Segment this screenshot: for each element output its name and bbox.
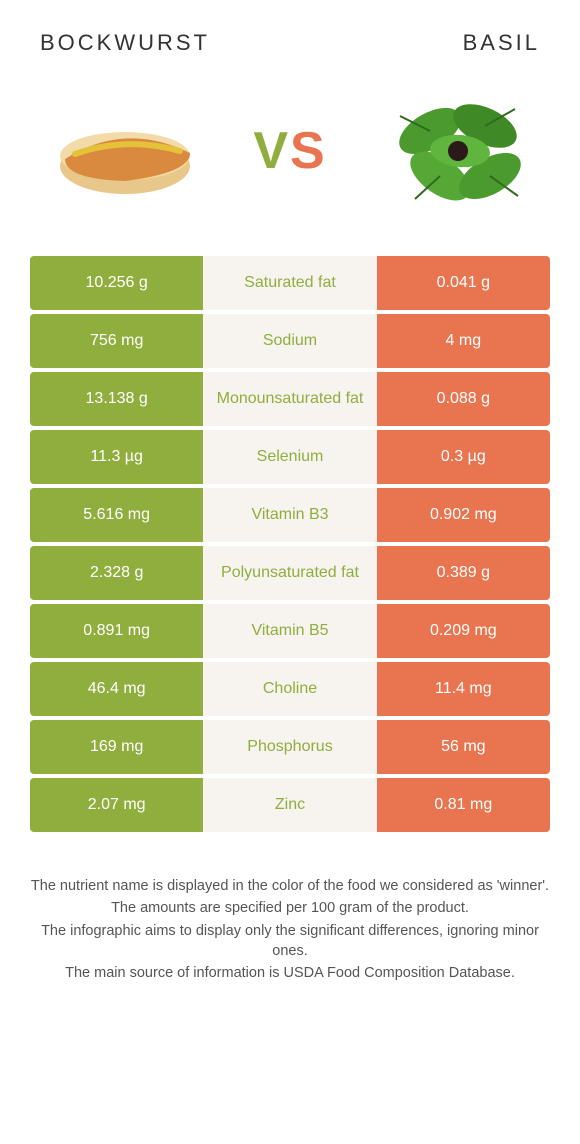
left-value: 169 mg (30, 720, 203, 774)
vs-v: V (253, 122, 290, 180)
nutrient-label: Choline (203, 662, 376, 716)
footer-notes: The nutrient name is displayed in the co… (0, 836, 580, 983)
table-row: 169 mgPhosphorus56 mg (30, 720, 550, 774)
table-row: 13.138 gMonounsaturated fat0.088 g (30, 372, 550, 426)
table-row: 5.616 mgVitamin B30.902 mg (30, 488, 550, 542)
footer-line-4: The main source of information is USDA F… (30, 963, 550, 983)
left-value: 0.891 mg (30, 604, 203, 658)
nutrient-label: Vitamin B3 (203, 488, 376, 542)
comparison-table: 10.256 gSaturated fat0.041 g756 mgSodium… (0, 256, 580, 832)
left-value: 2.07 mg (30, 778, 203, 832)
table-row: 10.256 gSaturated fat0.041 g (30, 256, 550, 310)
right-food-title: BASIL (463, 30, 540, 56)
right-value: 0.81 mg (377, 778, 550, 832)
header: BOCKWURST BASIL (0, 0, 580, 56)
vs-label: VS (253, 121, 326, 181)
right-value: 0.902 mg (377, 488, 550, 542)
bockwurst-image (40, 81, 210, 221)
basil-image (370, 81, 540, 221)
left-value: 11.3 µg (30, 430, 203, 484)
left-value: 756 mg (30, 314, 203, 368)
table-row: 0.891 mgVitamin B50.209 mg (30, 604, 550, 658)
right-value: 56 mg (377, 720, 550, 774)
right-value: 0.3 µg (377, 430, 550, 484)
nutrient-label: Sodium (203, 314, 376, 368)
nutrient-label: Phosphorus (203, 720, 376, 774)
right-value: 4 mg (377, 314, 550, 368)
right-value: 0.041 g (377, 256, 550, 310)
nutrient-label: Selenium (203, 430, 376, 484)
nutrient-label: Vitamin B5 (203, 604, 376, 658)
left-food-title: BOCKWURST (40, 30, 210, 56)
nutrient-label: Monounsaturated fat (203, 372, 376, 426)
nutrient-label: Zinc (203, 778, 376, 832)
left-value: 46.4 mg (30, 662, 203, 716)
left-value: 2.328 g (30, 546, 203, 600)
left-value: 13.138 g (30, 372, 203, 426)
hero-row: VS (0, 56, 580, 256)
nutrient-label: Polyunsaturated fat (203, 546, 376, 600)
right-value: 0.088 g (377, 372, 550, 426)
footer-line-1: The nutrient name is displayed in the co… (30, 876, 550, 896)
right-value: 0.389 g (377, 546, 550, 600)
vs-s: S (290, 122, 327, 180)
right-value: 11.4 mg (377, 662, 550, 716)
left-value: 10.256 g (30, 256, 203, 310)
right-value: 0.209 mg (377, 604, 550, 658)
table-row: 2.328 gPolyunsaturated fat0.389 g (30, 546, 550, 600)
table-row: 11.3 µgSelenium0.3 µg (30, 430, 550, 484)
footer-line-2: The amounts are specified per 100 gram o… (30, 898, 550, 918)
left-value: 5.616 mg (30, 488, 203, 542)
footer-line-3: The infographic aims to display only the… (30, 921, 550, 962)
table-row: 46.4 mgCholine11.4 mg (30, 662, 550, 716)
table-row: 2.07 mgZinc0.81 mg (30, 778, 550, 832)
table-row: 756 mgSodium4 mg (30, 314, 550, 368)
nutrient-label: Saturated fat (203, 256, 376, 310)
